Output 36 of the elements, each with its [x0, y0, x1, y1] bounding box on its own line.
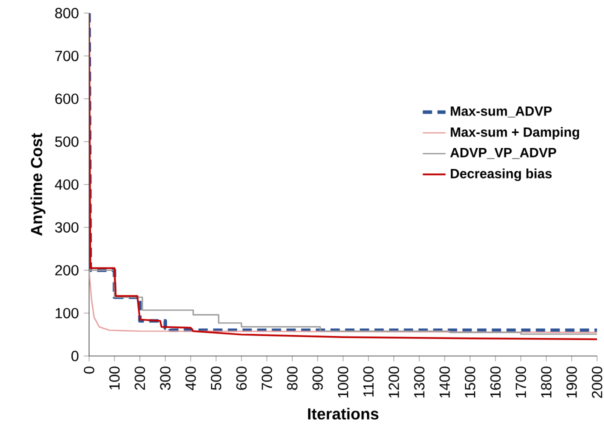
y-tick-label: 400	[54, 179, 78, 190]
x-tick-label: 1300	[414, 366, 424, 398]
x-tick-label: 800	[287, 366, 298, 390]
x-axis-title: Iterations	[308, 408, 378, 420]
y-tick-label: 200	[55, 265, 78, 276]
legend-label: Max-sum_ADVP	[450, 106, 552, 118]
x-tick-label: 300	[160, 366, 170, 390]
x-tick-label: 200	[134, 366, 146, 390]
y-tick-label: 800	[55, 8, 78, 18]
x-tick-label: 1600	[490, 366, 501, 398]
x-tick-label: 1400	[439, 366, 450, 398]
y-tick-label: 700	[55, 50, 78, 62]
legend-label: Decreasing bias	[450, 168, 552, 182]
legend-label: Max-sum + Damping	[450, 127, 580, 140]
x-tick-label: 1800	[541, 366, 552, 398]
x-tick-label: 1100	[363, 366, 374, 396]
y-tick-label: 500	[55, 136, 78, 147]
x-tick-label: 2000	[592, 366, 602, 398]
x-tick-label: 1000	[338, 366, 348, 398]
x-tick-label: 600	[236, 366, 247, 390]
x-tick-label: 500	[210, 366, 222, 390]
x-tick-label: 1900	[566, 366, 577, 398]
x-tick-label: 400	[185, 366, 196, 390]
y-axis-title: Anytime Cost	[30, 133, 46, 236]
x-tick-label: 1200	[388, 366, 400, 398]
legend-label: ADVP_VP_ADVP	[450, 148, 556, 159]
x-tick-label: 900	[312, 366, 323, 390]
y-tick-label: 0	[71, 350, 78, 362]
x-tick-label: 0	[84, 366, 94, 374]
x-tick-label: 1500	[464, 366, 476, 398]
x-tick-label: 100	[109, 366, 120, 390]
y-tick-label: 100	[56, 308, 78, 318]
y-tick-label: 300	[55, 222, 78, 233]
x-tick-label: 700	[262, 366, 272, 390]
y-tick-label: 600	[55, 94, 78, 104]
x-tick-label: 1700	[516, 366, 526, 398]
